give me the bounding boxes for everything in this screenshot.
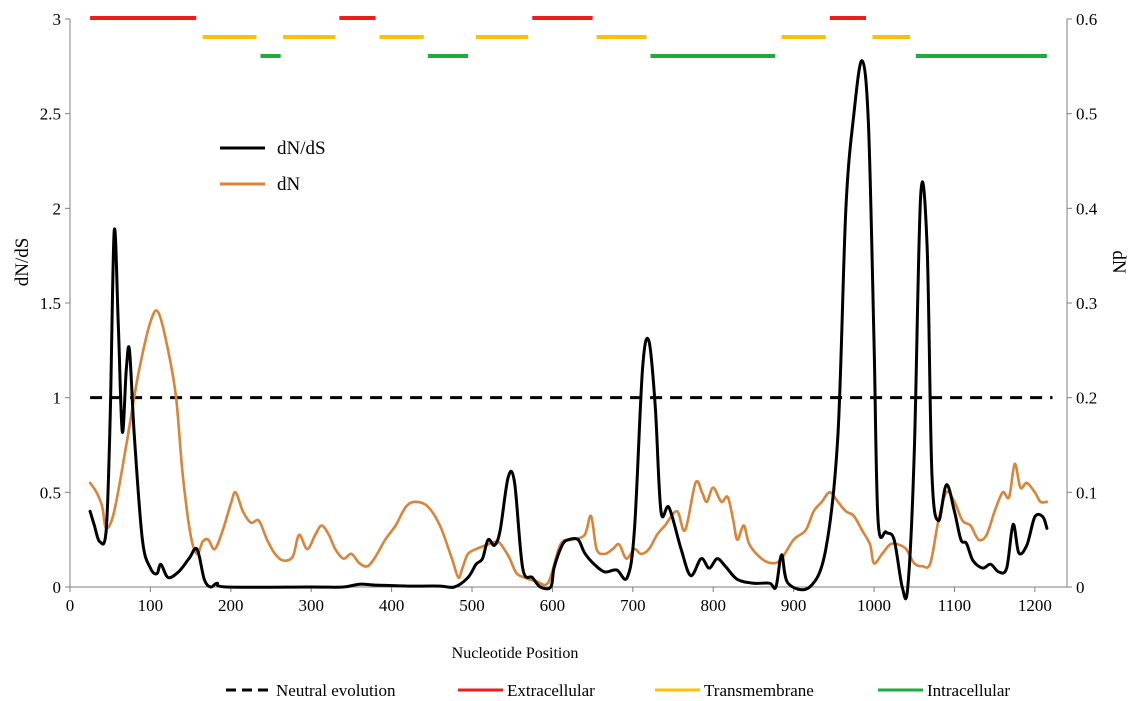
x-axis-title: Nucleotide Position — [452, 645, 579, 662]
x-tick-label: 100 — [138, 596, 164, 615]
y-right-tick-label: 0.4 — [1076, 199, 1098, 218]
dnds-series-line — [88, 59, 1049, 601]
y-right-tick-labels: 0 0.1 0.2 0.3 0.4 0.5 0.6 — [1076, 10, 1098, 597]
x-tick-label: 200 — [218, 596, 244, 615]
bottom-legend: Neutral evolution Extracellular Transmembr… — [226, 681, 1010, 700]
y-left-tick-label: 0 — [53, 578, 62, 597]
x-tick-label: 800 — [700, 596, 726, 615]
y-left-tick-labels: 0 0.5 1 1.5 2 2.5 3 — [40, 10, 61, 597]
y-right-tick-label: 0.2 — [1076, 389, 1097, 408]
x-tick-label: 600 — [540, 596, 566, 615]
y-axis-right-title: dN — [1108, 250, 1128, 274]
x-tick-label: 1200 — [1018, 596, 1052, 615]
y-right-tick-label: 0.3 — [1076, 294, 1097, 313]
dn-series-line — [88, 309, 1049, 587]
y-right-tick-label: 0.1 — [1076, 483, 1097, 502]
bottom-legend-label: Transmembrane — [704, 681, 814, 700]
y-left-tick-label: 1.5 — [40, 294, 61, 313]
x-tick-label: 700 — [620, 596, 646, 615]
bottom-legend-label: Neutral evolution — [276, 681, 396, 700]
tick-marks — [65, 18, 1072, 592]
y-left-tick-label: 3 — [53, 10, 62, 29]
x-tick-label: 1000 — [857, 596, 891, 615]
x-tick-label: 400 — [379, 596, 405, 615]
domain-bars — [90, 16, 1047, 58]
y-right-tick-label: 0.5 — [1076, 105, 1097, 124]
y-left-tick-label: 2 — [53, 199, 62, 218]
bottom-legend-label: Extracellular — [507, 681, 595, 700]
x-tick-label: 1100 — [938, 596, 971, 615]
inner-legend-label: dN — [277, 174, 301, 195]
inner-legend-label: dN/dS — [277, 138, 326, 159]
x-tick-labels: 0 100 200 300 400 500 600 700 800 900 1000 1100 1200 — [66, 596, 1052, 615]
y-right-tick-label: 0 — [1076, 578, 1085, 597]
series-lines — [88, 59, 1049, 601]
bottom-legend-label: Intracellular — [927, 681, 1010, 700]
y-axis-left-title: dN/dS — [12, 238, 33, 287]
y-right-tick-label: 0.6 — [1076, 10, 1097, 29]
y-left-tick-label: 1 — [53, 389, 62, 408]
x-tick-label: 900 — [781, 596, 807, 615]
inner-legend: dN/dS dN — [220, 138, 326, 195]
y-left-tick-label: 0.5 — [40, 483, 61, 502]
y-left-tick-label: 2.5 — [40, 105, 61, 124]
x-tick-label: 500 — [459, 596, 485, 615]
x-tick-label: 0 — [66, 596, 75, 615]
x-tick-label: 300 — [298, 596, 324, 615]
